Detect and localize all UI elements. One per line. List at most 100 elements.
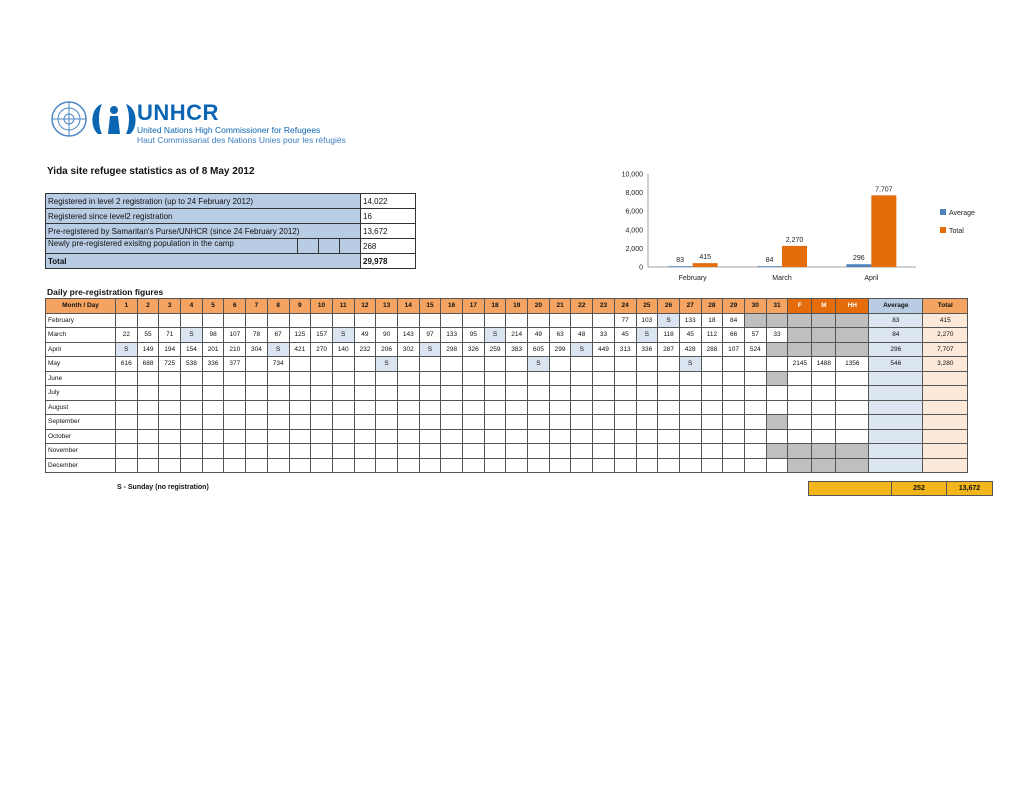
average-cell: 84: [868, 327, 924, 343]
day-cell: [722, 428, 745, 444]
data-label: 415: [699, 254, 711, 261]
day-cell: [505, 312, 529, 328]
day-cell: [396, 370, 420, 386]
day-cell: [201, 312, 225, 328]
day-cell: [700, 356, 724, 372]
day-cell: [635, 443, 659, 459]
day-cell: 125: [288, 327, 312, 343]
month-label: August: [45, 399, 116, 415]
day-cell: 259: [483, 341, 507, 357]
day-cell: [266, 312, 290, 328]
bar-total: [782, 245, 807, 267]
day-cell: [310, 370, 333, 386]
un-emblem-icon: [51, 101, 87, 137]
day-cell: [266, 399, 290, 415]
month-label: November: [45, 443, 116, 459]
day-cell: [548, 399, 572, 415]
y-tick-label: 8,000: [625, 190, 643, 197]
day-cell: [223, 428, 247, 444]
day-cell: [223, 443, 247, 459]
header-day: 18: [483, 298, 507, 314]
header-day: 25: [635, 298, 659, 314]
brand-name: UNHCR: [137, 100, 219, 125]
day-cell: [462, 457, 485, 473]
day-cell: [657, 457, 680, 473]
day-cell: [483, 356, 507, 372]
day-cell: [115, 370, 138, 386]
day-cell: [635, 385, 659, 401]
legend-swatch: [940, 227, 946, 233]
summary-label: Total: [45, 253, 361, 269]
day-cell: [396, 414, 420, 430]
average-cell: [868, 428, 924, 444]
y-tick-label: 4,000: [625, 227, 643, 234]
day-cell: [331, 385, 355, 401]
household-cell: [835, 312, 870, 328]
day-cell: [743, 385, 767, 401]
day-cell: [613, 443, 637, 459]
day-cell: [505, 428, 529, 444]
female-cell: [787, 443, 813, 459]
day-cell: [527, 443, 550, 459]
header-day: 9: [288, 298, 312, 314]
day-cell: [136, 443, 160, 459]
day-cell: [700, 443, 724, 459]
day-cell: [223, 399, 247, 415]
day-cell: 140: [331, 341, 355, 357]
day-cell: [570, 385, 594, 401]
day-cell: [245, 370, 268, 386]
day-cell: [223, 414, 247, 430]
day-cell: [180, 370, 203, 386]
day-cell: 383: [505, 341, 529, 357]
day-cell: 688: [136, 356, 160, 372]
header-day: 12: [353, 298, 377, 314]
day-cell: [765, 312, 789, 328]
day-cell: [743, 312, 767, 328]
household-cell: [835, 399, 870, 415]
day-cell: [201, 399, 225, 415]
day-cell: [418, 428, 442, 444]
day-cell: 288: [700, 341, 724, 357]
day-cell: [331, 428, 355, 444]
day-cell: [375, 428, 398, 444]
x-tick-label: March: [772, 275, 792, 282]
male-cell: [811, 312, 837, 328]
day-cell: [548, 457, 572, 473]
table-row: March 22 55 71 S 98 107 78 67 125 157 S 49 90 143 97 133…: [45, 327, 969, 343]
day-cell: S: [678, 356, 702, 372]
day-cell: [548, 385, 572, 401]
summary-value: 268: [360, 238, 416, 254]
month-label: May: [45, 356, 116, 372]
day-cell: [396, 399, 420, 415]
day-cell: [722, 370, 745, 386]
header-day: 20: [527, 298, 550, 314]
day-cell: [353, 356, 377, 372]
day-cell: [548, 443, 572, 459]
day-cell: S: [527, 356, 550, 372]
header-day: 4: [180, 298, 203, 314]
header-female: F: [787, 298, 813, 314]
day-cell: [310, 457, 333, 473]
day-cell: [722, 399, 745, 415]
day-cell: [245, 457, 268, 473]
household-cell: [835, 428, 870, 444]
day-cell: S: [657, 312, 680, 328]
footnote: S - Sunday (no registration): [117, 484, 209, 491]
day-cell: [462, 312, 485, 328]
day-cell: [440, 399, 463, 415]
day-cell: 304: [245, 341, 268, 357]
day-cell: 336: [201, 356, 225, 372]
day-cell: 112: [700, 327, 724, 343]
summary-blank-cell: [318, 239, 339, 253]
average-cell: [868, 399, 924, 415]
day-cell: 524: [743, 341, 767, 357]
day-cell: 326: [462, 341, 485, 357]
month-label: September: [45, 414, 116, 430]
day-cell: [440, 428, 463, 444]
day-cell: 49: [527, 327, 550, 343]
summary-value: 14,022: [360, 193, 416, 209]
summary-total-row: Total 29,978: [45, 253, 416, 269]
day-cell: [678, 399, 702, 415]
table-row: July: [45, 385, 969, 401]
male-cell: 1488: [811, 356, 837, 372]
